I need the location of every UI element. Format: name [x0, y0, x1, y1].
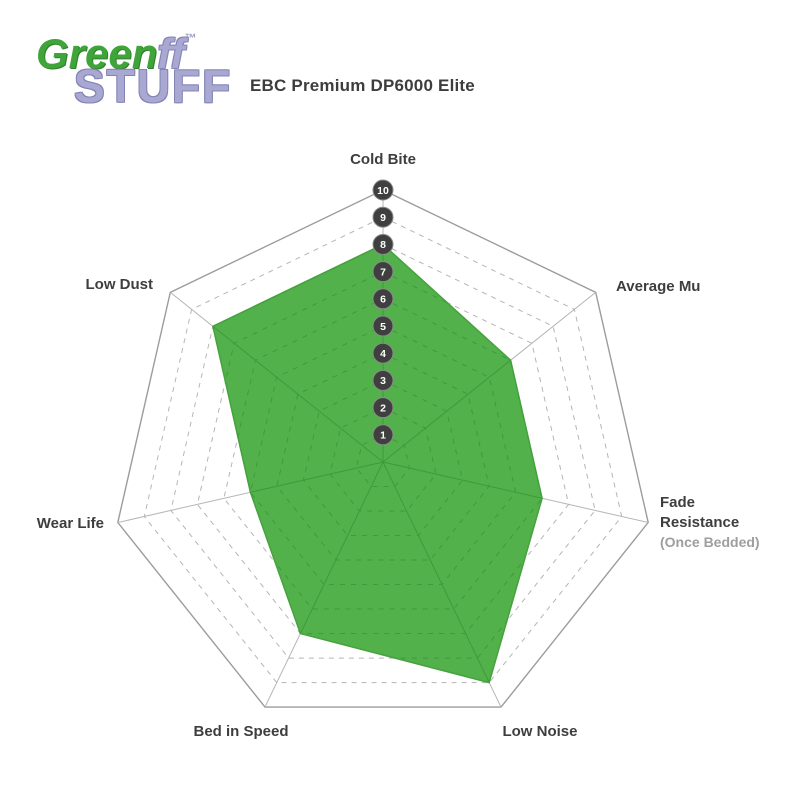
grid-ring-inner	[276, 352, 490, 561]
grid-spoke-inner	[382, 461, 502, 683]
tick-label: 7	[380, 266, 386, 278]
logo-word-stuff: STUFF	[74, 60, 233, 112]
tick-label: 5	[380, 321, 386, 333]
grid-ring	[170, 243, 596, 659]
tick-marker	[372, 261, 394, 283]
tick-label: 6	[380, 294, 386, 306]
axis-label: Bed in Speed	[193, 723, 288, 740]
axis-label: Fade	[660, 494, 695, 511]
tick-marker	[372, 315, 394, 337]
logo-line1: Greenff™	[36, 32, 256, 75]
grid-spoke-inner	[382, 292, 543, 463]
tick-marker	[372, 179, 394, 201]
axis-label: Cold Bite	[350, 151, 416, 168]
axis-sublabel: (Once Bedded)	[660, 534, 760, 550]
grid-spoke-inner	[382, 461, 543, 524]
tick-marker	[372, 369, 394, 391]
logo-word-ff: ff	[157, 30, 185, 77]
grid-spoke-inner	[212, 461, 384, 524]
axis-label: Low Noise	[502, 723, 577, 740]
tick-label: 3	[380, 375, 386, 387]
tick-marker	[372, 424, 394, 446]
grid-ring-inner	[329, 407, 437, 512]
axis-label: Low Dust	[86, 276, 154, 293]
tick-label: 8	[380, 239, 386, 251]
tick-label: 4	[380, 348, 386, 360]
tick-marker	[372, 233, 394, 255]
tick-marker	[372, 342, 394, 364]
axis-labels: Cold Bite Average Mu Fade Resistance (Once B…	[37, 151, 760, 740]
greenstuff-logo: Greenff™ STUFF	[36, 32, 256, 109]
grid-ring	[143, 216, 623, 684]
tick-label: 2	[380, 402, 386, 414]
axis-label: Wear Life	[37, 515, 104, 532]
tick-label: 1	[380, 430, 386, 442]
tick-label: 10	[377, 185, 389, 197]
page-title: EBC Premium DP6000 Elite	[250, 76, 475, 95]
tick-marker	[372, 288, 394, 310]
grid-ring-inner	[223, 298, 543, 610]
tick-marker	[372, 397, 394, 419]
logo-word-green: Green	[36, 30, 158, 77]
tick-label: 9	[380, 212, 386, 224]
grid-spoke-inner	[212, 292, 384, 463]
outer-ring	[117, 189, 649, 708]
tick-marker	[372, 206, 394, 228]
scale-markers: 1 2 3 4 5 6 7 8 9 10	[372, 179, 394, 446]
axis-label: Resistance	[660, 514, 739, 531]
trademark-symbol: ™	[184, 31, 197, 45]
axis-label: Average Mu	[616, 278, 700, 295]
